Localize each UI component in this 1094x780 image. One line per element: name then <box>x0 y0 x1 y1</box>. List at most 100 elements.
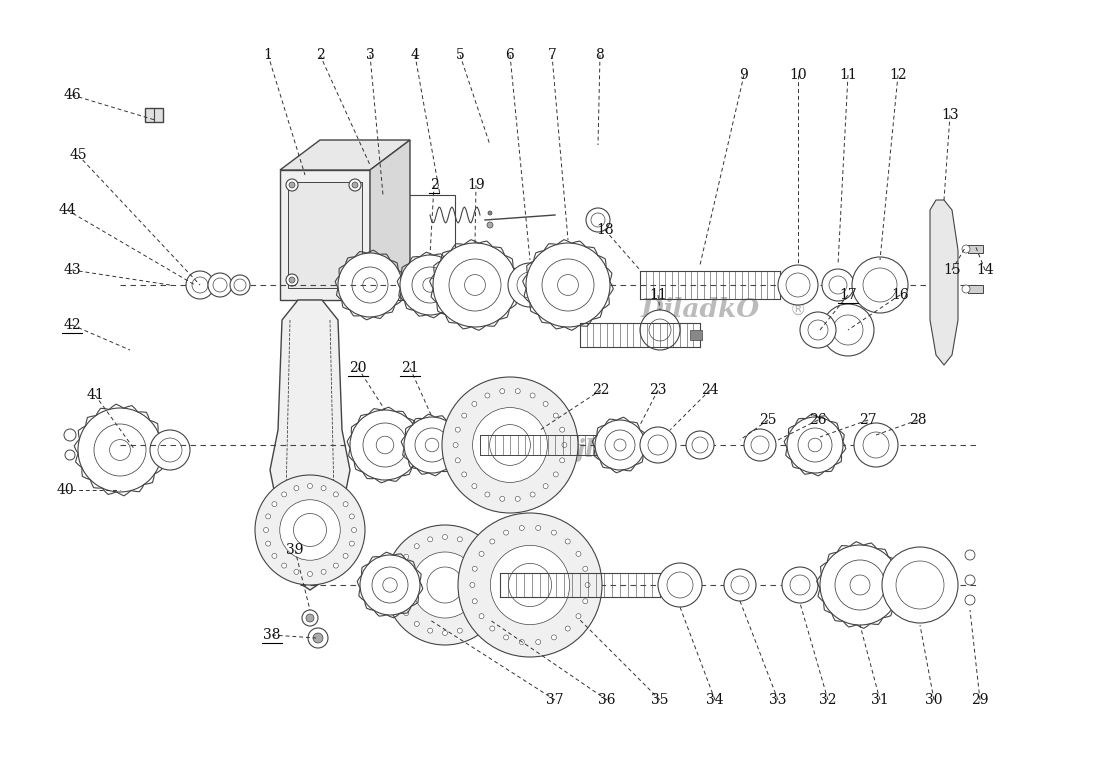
Circle shape <box>294 569 299 574</box>
Circle shape <box>412 267 449 303</box>
Circle shape <box>490 583 496 587</box>
Circle shape <box>822 269 854 301</box>
Circle shape <box>488 568 493 573</box>
Circle shape <box>455 427 461 432</box>
Circle shape <box>473 566 477 571</box>
Circle shape <box>488 211 492 215</box>
Circle shape <box>808 438 822 452</box>
Circle shape <box>560 458 565 463</box>
Circle shape <box>558 275 579 296</box>
Circle shape <box>376 436 394 454</box>
Circle shape <box>272 553 277 558</box>
Circle shape <box>404 611 409 615</box>
Circle shape <box>566 626 570 631</box>
Circle shape <box>442 534 447 540</box>
Circle shape <box>383 578 397 592</box>
Circle shape <box>583 566 587 571</box>
Circle shape <box>372 567 408 603</box>
Polygon shape <box>280 140 410 170</box>
Circle shape <box>344 553 348 558</box>
Circle shape <box>965 550 975 560</box>
Circle shape <box>470 544 476 548</box>
Circle shape <box>490 545 570 625</box>
Circle shape <box>479 614 484 619</box>
Circle shape <box>822 304 874 356</box>
Circle shape <box>520 640 524 644</box>
Circle shape <box>426 438 439 452</box>
Circle shape <box>515 496 521 502</box>
Circle shape <box>744 429 776 461</box>
Circle shape <box>65 450 75 460</box>
Circle shape <box>485 393 490 398</box>
Circle shape <box>363 278 377 292</box>
Polygon shape <box>370 140 410 300</box>
Text: 15: 15 <box>943 263 961 277</box>
Circle shape <box>731 576 749 594</box>
Text: 39: 39 <box>287 543 304 557</box>
Circle shape <box>500 496 504 502</box>
Circle shape <box>473 408 547 482</box>
Text: 34: 34 <box>707 693 724 707</box>
Circle shape <box>457 628 463 633</box>
Text: 19: 19 <box>467 178 485 192</box>
Circle shape <box>473 599 477 604</box>
Circle shape <box>724 569 756 601</box>
Circle shape <box>551 635 557 640</box>
Circle shape <box>230 275 251 295</box>
Circle shape <box>649 319 671 341</box>
Circle shape <box>686 431 714 459</box>
Text: 27: 27 <box>859 413 876 427</box>
Text: 32: 32 <box>819 693 837 707</box>
Text: 38: 38 <box>264 628 281 642</box>
Circle shape <box>158 438 182 462</box>
Circle shape <box>255 475 365 585</box>
Text: 42: 42 <box>63 318 81 332</box>
Circle shape <box>500 388 504 394</box>
Bar <box>968 245 984 253</box>
Circle shape <box>395 583 399 587</box>
Circle shape <box>863 432 889 458</box>
Text: 13: 13 <box>941 108 958 122</box>
Text: 12: 12 <box>889 68 907 82</box>
Circle shape <box>455 458 461 463</box>
Circle shape <box>750 436 769 454</box>
Circle shape <box>307 572 313 576</box>
Circle shape <box>487 222 493 228</box>
Bar <box>380 195 455 300</box>
Polygon shape <box>930 200 958 365</box>
Circle shape <box>309 628 328 648</box>
Circle shape <box>640 427 676 463</box>
Circle shape <box>433 243 517 327</box>
Circle shape <box>360 555 420 615</box>
Circle shape <box>397 568 401 573</box>
Circle shape <box>542 259 594 311</box>
Circle shape <box>351 527 357 533</box>
Circle shape <box>852 257 908 313</box>
Circle shape <box>854 423 898 467</box>
Text: 28: 28 <box>909 413 927 427</box>
Bar <box>146 108 163 122</box>
Circle shape <box>485 492 490 497</box>
Circle shape <box>470 622 476 626</box>
Circle shape <box>782 567 818 603</box>
Circle shape <box>338 253 401 317</box>
Text: 41: 41 <box>86 388 104 402</box>
Bar <box>968 285 984 293</box>
Circle shape <box>526 243 610 327</box>
Circle shape <box>605 430 635 460</box>
Circle shape <box>400 255 459 315</box>
Text: 17: 17 <box>839 288 857 302</box>
Text: ®: ® <box>690 442 706 458</box>
Text: 16: 16 <box>892 288 909 302</box>
Circle shape <box>65 429 75 441</box>
Circle shape <box>583 599 587 604</box>
Circle shape <box>591 213 605 227</box>
Circle shape <box>294 486 299 491</box>
Circle shape <box>266 541 270 546</box>
Text: 14: 14 <box>976 263 993 277</box>
Circle shape <box>208 273 232 297</box>
Circle shape <box>586 208 610 232</box>
Circle shape <box>449 259 501 311</box>
Circle shape <box>385 525 505 645</box>
Circle shape <box>863 268 897 302</box>
